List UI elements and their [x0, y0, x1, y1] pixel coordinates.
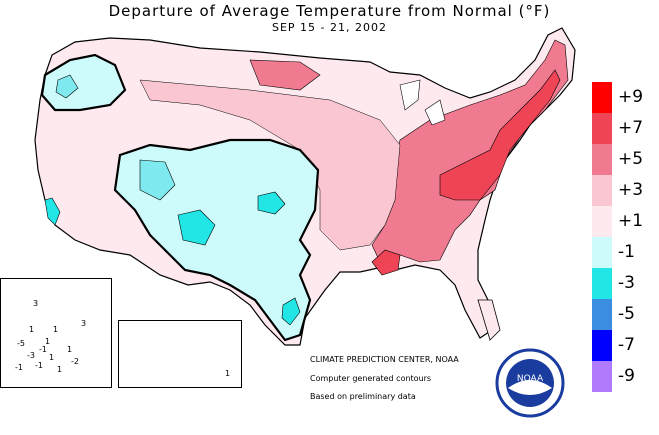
legend-row: +3	[592, 175, 658, 206]
hot-south-spot	[371, 249, 401, 276]
legend-label: +3	[618, 180, 644, 200]
alaska-label: -1	[39, 345, 47, 354]
noaa-logo-text: NOAA	[517, 374, 544, 384]
warm-northern-plains	[249, 59, 321, 91]
alaska-label: 1	[67, 345, 73, 354]
hawaii-inset: 1	[118, 320, 242, 388]
legend-row: +1	[592, 206, 658, 237]
alaska-label: 1	[49, 353, 55, 362]
legend-row: +5	[592, 144, 658, 175]
cold-spot-colorado	[177, 209, 216, 246]
legend-swatch	[592, 361, 612, 392]
alaska-label: 3	[81, 319, 87, 328]
legend-label: -3	[618, 273, 635, 293]
alaska-label: -3	[27, 351, 35, 360]
cold-spot-nw	[55, 74, 79, 99]
cold-spot-texas	[281, 297, 301, 326]
legend: +9 +7 +5 +3 +1 -1 -3 -5 -7 -9	[592, 82, 658, 392]
alaska-label: -1	[15, 363, 23, 372]
hot-east-region	[439, 69, 561, 201]
legend-swatch	[592, 237, 612, 268]
legend-label: +7	[618, 118, 644, 138]
legend-swatch	[592, 330, 612, 361]
legend-label: -1	[618, 242, 635, 262]
cold-spot-utah	[139, 159, 176, 201]
cold-spot-california	[44, 197, 61, 226]
legend-swatch	[592, 144, 612, 175]
legend-row: +9	[592, 82, 658, 113]
legend-swatch	[592, 206, 612, 237]
credit-center: CLIMATE PREDICTION CENTER, NOAA	[310, 355, 459, 364]
legend-row: -5	[592, 299, 658, 330]
alaska-label: 1	[57, 365, 63, 374]
alaska-label: 1	[29, 325, 35, 334]
legend-label: +9	[618, 87, 644, 107]
legend-label: -9	[618, 366, 635, 386]
alaska-inset: 3 1 1 1 3 -5 -1 1 1 -3 -1 1 -2 -1	[0, 278, 112, 388]
noaa-logo: NOAA	[495, 348, 565, 418]
cold-spot-kansas	[257, 191, 286, 215]
legend-swatch	[592, 299, 612, 330]
legend-row: -9	[592, 361, 658, 392]
alaska-label: -5	[17, 339, 25, 348]
alaska-label: 1	[53, 325, 59, 334]
alaska-label: -2	[71, 357, 79, 366]
warm-east-region	[371, 39, 569, 263]
map-title: Departure of Average Temperature from No…	[108, 2, 551, 20]
legend-swatch	[592, 82, 612, 113]
alaska-label: -1	[35, 361, 43, 370]
legend-row: -3	[592, 268, 658, 299]
legend-swatch	[592, 113, 612, 144]
legend-row: -7	[592, 330, 658, 361]
hawaii-label: 1	[225, 369, 231, 378]
legend-swatch	[592, 175, 612, 206]
credit-contours: Computer generated contours	[310, 374, 432, 383]
map-subtitle: SEP 15 - 21, 2002	[271, 21, 387, 34]
legend-swatch	[592, 268, 612, 299]
warm-central-band	[139, 79, 401, 251]
legend-row: +7	[592, 113, 658, 144]
florida	[477, 299, 501, 341]
alaska-label: 3	[33, 299, 39, 308]
legend-row: -1	[592, 237, 658, 268]
legend-label: -7	[618, 335, 635, 355]
legend-label: +1	[618, 211, 644, 231]
great-lakes	[399, 79, 446, 126]
legend-label: -5	[618, 304, 635, 324]
alaska-label: 1	[45, 337, 51, 346]
credit-data: Based on preliminary data	[310, 392, 416, 401]
legend-label: +5	[618, 149, 644, 169]
